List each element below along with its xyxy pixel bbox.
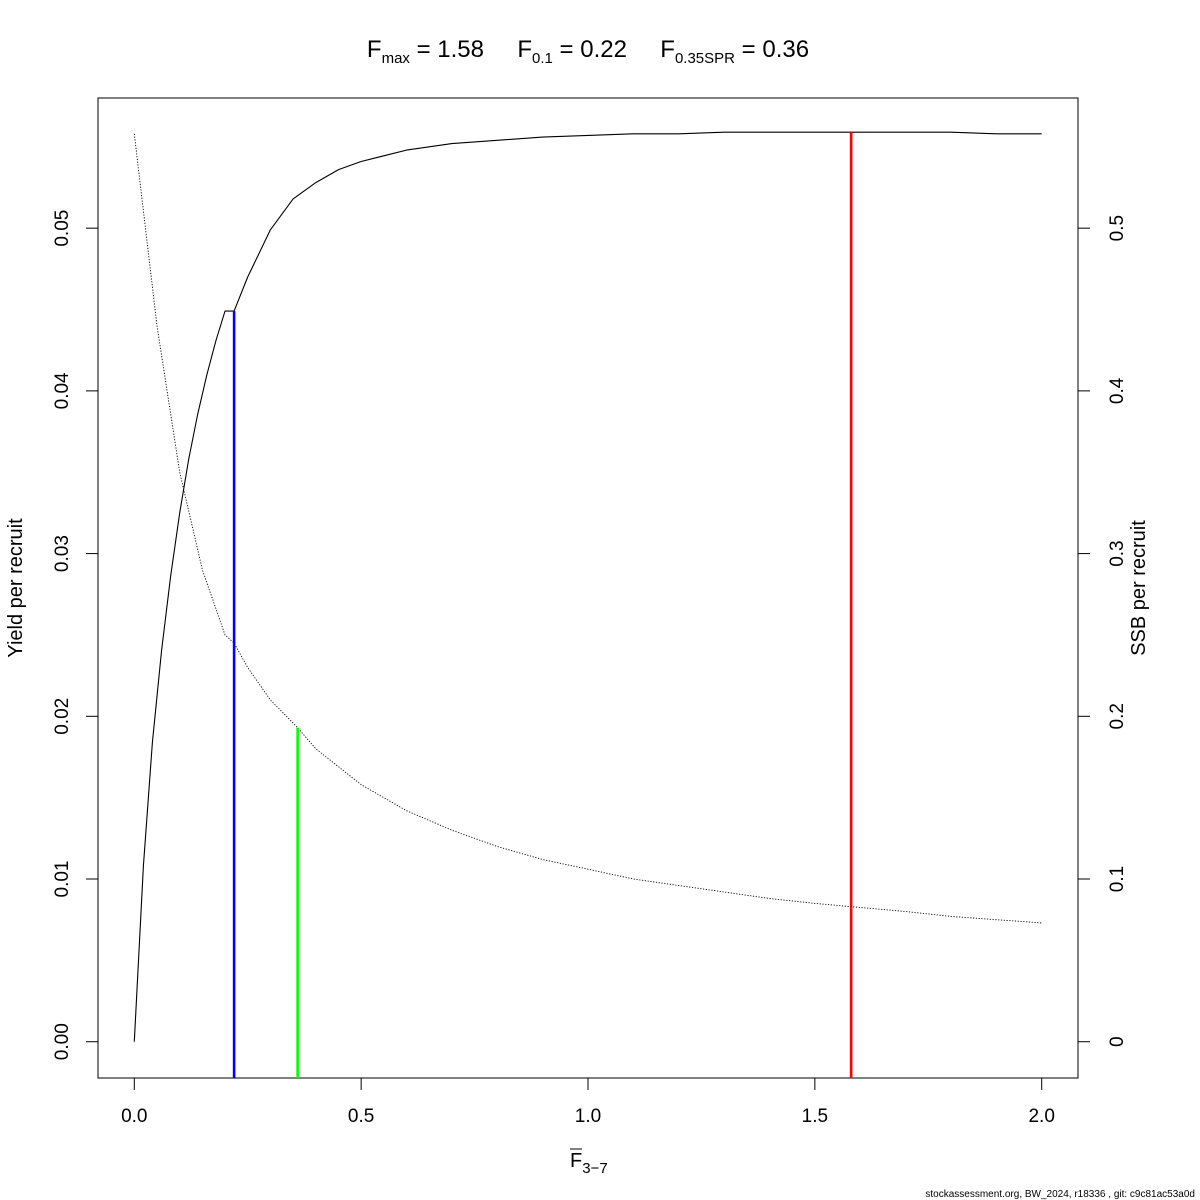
svg-text:F3−7: F3−7: [570, 1150, 608, 1177]
yield-per-recruit-line: [133, 131, 1042, 1042]
y-tick-label: 0.03: [52, 535, 73, 572]
x-tick-label: 2.0: [1028, 1106, 1054, 1127]
reference-lines: [232, 132, 853, 1078]
x-tick-label: 0.0: [121, 1106, 147, 1127]
footer-text: stockassessment.org, BW_2024, r18336 , g…: [925, 1189, 1195, 1200]
y-tick-label: 0.00: [52, 1023, 73, 1060]
series-group: [133, 131, 1042, 1042]
y-tick-label: 0.02: [52, 698, 73, 735]
chart-title: Fmax = 1.58 F0.1 = 0.22 F0.35SPR = 0.36: [367, 36, 809, 67]
y2-tick-label: 0.2: [1107, 703, 1128, 729]
plot-frame: [97, 97, 1079, 1079]
y2-tick-label: 0.3: [1107, 540, 1128, 566]
x-tick-label: 1.5: [802, 1106, 828, 1127]
y2-tick-label: 0.5: [1107, 215, 1128, 241]
y-axis-right: 0 0.1 0.2 0.3 0.4 0.5: [1078, 215, 1128, 1047]
x-tick-label: 0.5: [348, 1106, 374, 1127]
x-axis-label: F3−7: [570, 1148, 608, 1177]
y-tick-label: 0.01: [52, 861, 73, 898]
y2-tick-label: 0: [1107, 1036, 1128, 1047]
y-axis-label: Yield per recruit: [5, 518, 27, 658]
y-axis-left: 0.00 0.01 0.02 0.03 0.04 0.05: [52, 210, 98, 1060]
x-axis: 0.0 0.5 1.0 1.5 2.0: [121, 1077, 1055, 1127]
ssb-per-recruit-line: [133, 133, 1042, 924]
y-tick-label: 0.05: [52, 210, 73, 247]
x-tick-label: 1.0: [575, 1106, 601, 1127]
y-tick-label: 0.04: [52, 372, 73, 409]
y2-tick-label: 0.4: [1107, 377, 1128, 404]
y2-axis-label: SSB per recruit: [1128, 520, 1150, 656]
y2-tick-label: 0.1: [1107, 866, 1128, 892]
